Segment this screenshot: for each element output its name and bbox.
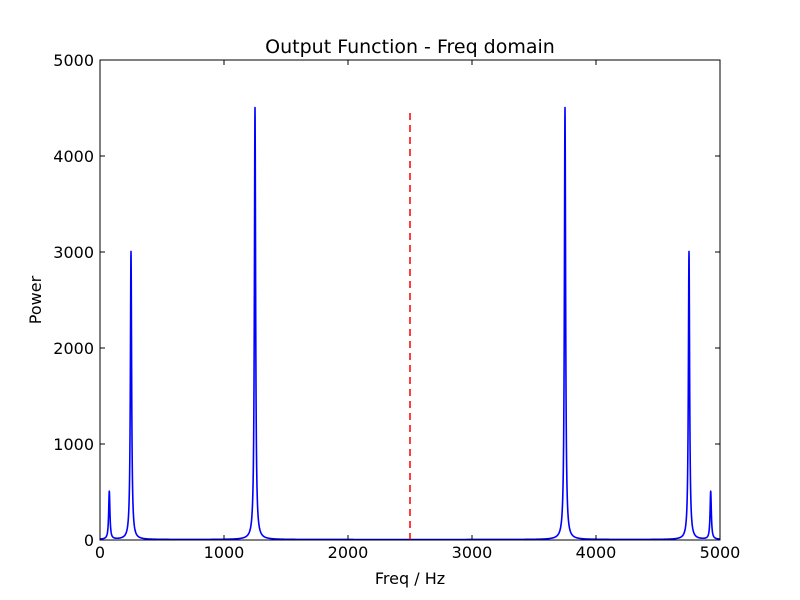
x-axis-title: Freq / Hz [375, 569, 445, 588]
x-tick-label: 5000 [700, 543, 741, 562]
y-axis-title: Power [26, 275, 45, 324]
y-tick-label: 5000 [53, 51, 94, 70]
x-tick-label: 4000 [576, 543, 617, 562]
y-axis-ticks: 0 1000 2000 3000 4000 5000 [53, 51, 720, 550]
y-tick-label: 0 [84, 531, 94, 550]
x-tick-label: 1000 [204, 543, 245, 562]
y-tick-label: 3000 [53, 243, 94, 262]
y-tick-label: 1000 [53, 435, 94, 454]
x-tick-label: 0 [95, 543, 105, 562]
x-tick-label: 2000 [328, 543, 369, 562]
y-tick-label: 4000 [53, 147, 94, 166]
x-tick-label: 3000 [452, 543, 493, 562]
chart-title: Output Function - Freq domain [265, 36, 555, 58]
x-axis-ticks: 0 1000 2000 3000 4000 5000 [95, 60, 740, 562]
y-tick-label: 2000 [53, 339, 94, 358]
plot-frame [99, 59, 721, 541]
